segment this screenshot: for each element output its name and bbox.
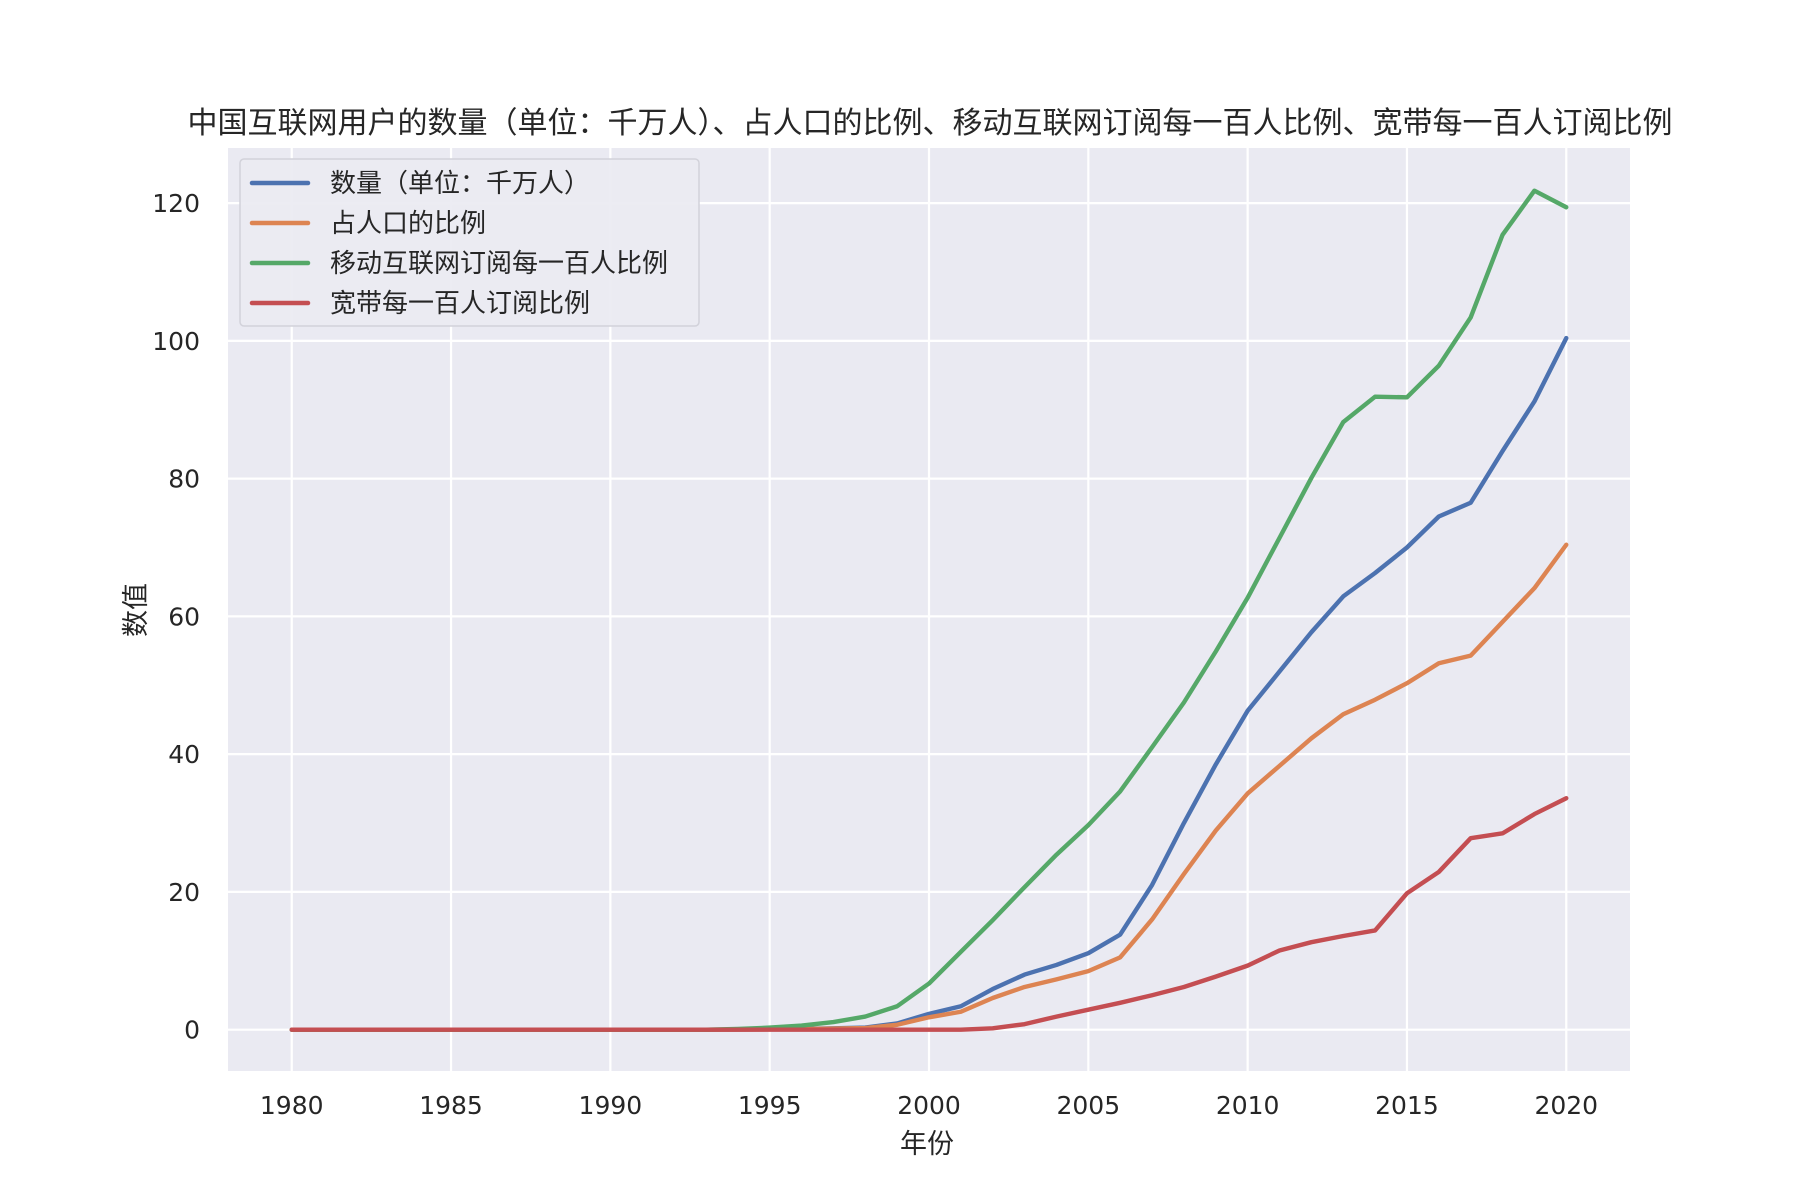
- y-tick-label: 0: [184, 1016, 200, 1045]
- y-tick-label: 80: [168, 465, 200, 494]
- y-axis-label: 数值: [121, 583, 152, 637]
- y-tick-label: 40: [168, 740, 200, 769]
- y-axis-ticks: 0 20 40 60 80 100 120: [152, 189, 200, 1045]
- x-tick-label: 2015: [1375, 1091, 1439, 1120]
- legend-label-4: 宽带每一百人订阅比例: [330, 289, 590, 319]
- y-tick-label: 120: [152, 189, 200, 218]
- y-tick-label: 100: [152, 327, 200, 356]
- legend-label-3: 移动互联网订阅每一百人比例: [330, 249, 668, 279]
- legend-label-2: 占人口的比例: [330, 209, 486, 239]
- x-axis-label: 年份: [900, 1129, 954, 1160]
- y-tick-label: 60: [168, 602, 200, 631]
- y-tick-label: 20: [168, 878, 200, 907]
- series-line-4: [289, 796, 1569, 1032]
- x-axis-ticks: 1980 1985 1990 1995 2000 2005 2010 2015 2020: [260, 1091, 1598, 1120]
- x-tick-label: 2010: [1216, 1091, 1280, 1120]
- x-tick-label: 1995: [738, 1091, 802, 1120]
- x-tick-label: 1985: [419, 1091, 483, 1120]
- x-tick-label: 2000: [897, 1091, 961, 1120]
- x-tick-label: 1980: [260, 1091, 324, 1120]
- x-tick-label: 2005: [1057, 1091, 1121, 1120]
- legend-label-1: 数量（单位：千万人）: [330, 169, 590, 199]
- x-tick-label: 1990: [579, 1091, 643, 1120]
- series-layer: [289, 188, 1569, 1032]
- x-tick-label: 2020: [1534, 1091, 1598, 1120]
- chart-title: 中国互联网用户的数量（单位：千万人）、占人口的比例、移动互联网订阅每一百人比例、…: [188, 106, 1673, 141]
- legend-box: [239, 158, 700, 327]
